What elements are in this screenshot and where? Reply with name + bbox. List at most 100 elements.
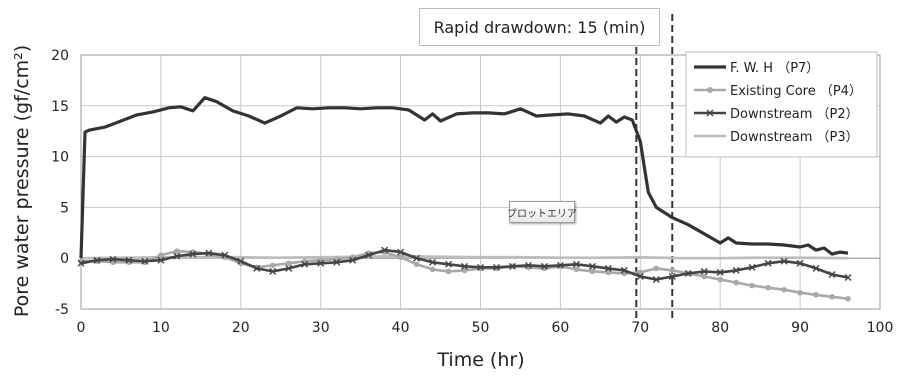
- data-point: [524, 261, 532, 269]
- data-point: [333, 258, 341, 266]
- legend-label: Downstream （P2）: [730, 107, 859, 122]
- data-point: [205, 249, 213, 257]
- data-point: [461, 262, 469, 270]
- data-point: [652, 276, 660, 284]
- plot-area-border: [80, 54, 881, 310]
- x-tick-label: 20: [232, 320, 250, 336]
- x-tick-label: 100: [867, 320, 894, 336]
- x-tick-label: 30: [312, 320, 330, 336]
- y-tick-label: -5: [55, 302, 69, 318]
- data-point: [429, 266, 436, 273]
- data-point: [556, 261, 564, 269]
- x-axis-title: Time (hr): [436, 349, 524, 371]
- data-point: [733, 279, 739, 286]
- data-point: [492, 263, 500, 271]
- series-line: [80, 254, 849, 260]
- data-point: [765, 284, 771, 291]
- data-point: [381, 246, 389, 254]
- data-point: [749, 282, 755, 289]
- data-point: [620, 266, 628, 274]
- data-point: [701, 273, 708, 280]
- data-point: [413, 254, 421, 262]
- data-point: [636, 272, 644, 280]
- y-tick-label: 0: [60, 251, 69, 267]
- data-point: [796, 259, 804, 267]
- data-point: [317, 259, 325, 267]
- y-tick-label: 10: [51, 150, 69, 166]
- data-point: [812, 264, 820, 272]
- x-tick-label: 90: [791, 320, 809, 336]
- legend-label: Existing Core （P4）: [730, 84, 862, 99]
- data-point: [349, 256, 357, 264]
- data-point: [158, 252, 164, 258]
- data-point: [844, 274, 852, 281]
- x-tick-label: 80: [711, 320, 729, 336]
- data-point: [828, 270, 836, 278]
- data-point: [125, 256, 133, 264]
- data-point: [700, 267, 708, 275]
- data-point: [829, 294, 835, 300]
- data-point: [717, 276, 723, 283]
- data-point: [780, 257, 788, 265]
- data-point: [461, 267, 468, 274]
- data-point: [813, 291, 819, 298]
- x-tick-label: 10: [152, 320, 170, 336]
- x-tick-label: 40: [392, 320, 410, 336]
- series-4: [80, 254, 849, 260]
- y-tick-label: 5: [60, 200, 69, 216]
- data-point: [365, 251, 373, 259]
- data-point: [141, 257, 149, 265]
- series-3: [77, 246, 852, 284]
- legend-label: Downstream （P3）: [730, 130, 859, 145]
- data-point: [93, 256, 101, 264]
- drawdown-annotation: Rapid drawdown: 15 (min): [419, 8, 660, 46]
- data-point: [445, 268, 452, 275]
- data-point: [173, 252, 181, 260]
- data-point: [301, 260, 309, 268]
- data-point: [781, 286, 787, 293]
- series-line: [79, 96, 849, 259]
- data-point: [157, 256, 165, 264]
- data-point: [397, 248, 405, 256]
- y-tick-label: 20: [51, 48, 69, 64]
- data-point: [445, 260, 453, 268]
- data-point: [589, 268, 596, 275]
- data-point: [764, 259, 772, 267]
- data-point: [540, 262, 548, 270]
- data-point: [748, 263, 756, 271]
- data-point: [605, 269, 612, 276]
- data-point: [588, 262, 596, 270]
- x-tick-label: 50: [472, 320, 490, 336]
- data-point: [653, 265, 660, 272]
- data-point: [285, 264, 293, 272]
- data-point: [604, 264, 612, 272]
- data-point: [477, 263, 484, 271]
- data-point: [668, 272, 676, 280]
- legend-box: [685, 51, 878, 158]
- legend-marker: [707, 87, 713, 93]
- x-tick-label: 0: [77, 320, 86, 336]
- data-point: [508, 262, 516, 270]
- data-point: [269, 262, 276, 269]
- data-point: [269, 267, 277, 275]
- data-point: [253, 264, 261, 272]
- data-point: [221, 251, 229, 259]
- legend-marker: [706, 109, 714, 117]
- data-point: [174, 248, 180, 254]
- data-point: [669, 267, 676, 274]
- y-tick-label: 15: [51, 99, 69, 115]
- data-point: [573, 266, 580, 273]
- data-point: [413, 261, 420, 268]
- data-point: [237, 257, 245, 265]
- data-point: [797, 289, 803, 296]
- data-point: [684, 269, 692, 277]
- plot-area-tooltip: プロットエリア: [507, 201, 577, 223]
- data-point: [572, 260, 580, 268]
- data-point: [189, 250, 197, 258]
- x-tick-label: 60: [551, 320, 569, 336]
- data-point: [845, 296, 851, 302]
- x-tick-label: 70: [631, 320, 649, 336]
- data-point: [397, 254, 404, 260]
